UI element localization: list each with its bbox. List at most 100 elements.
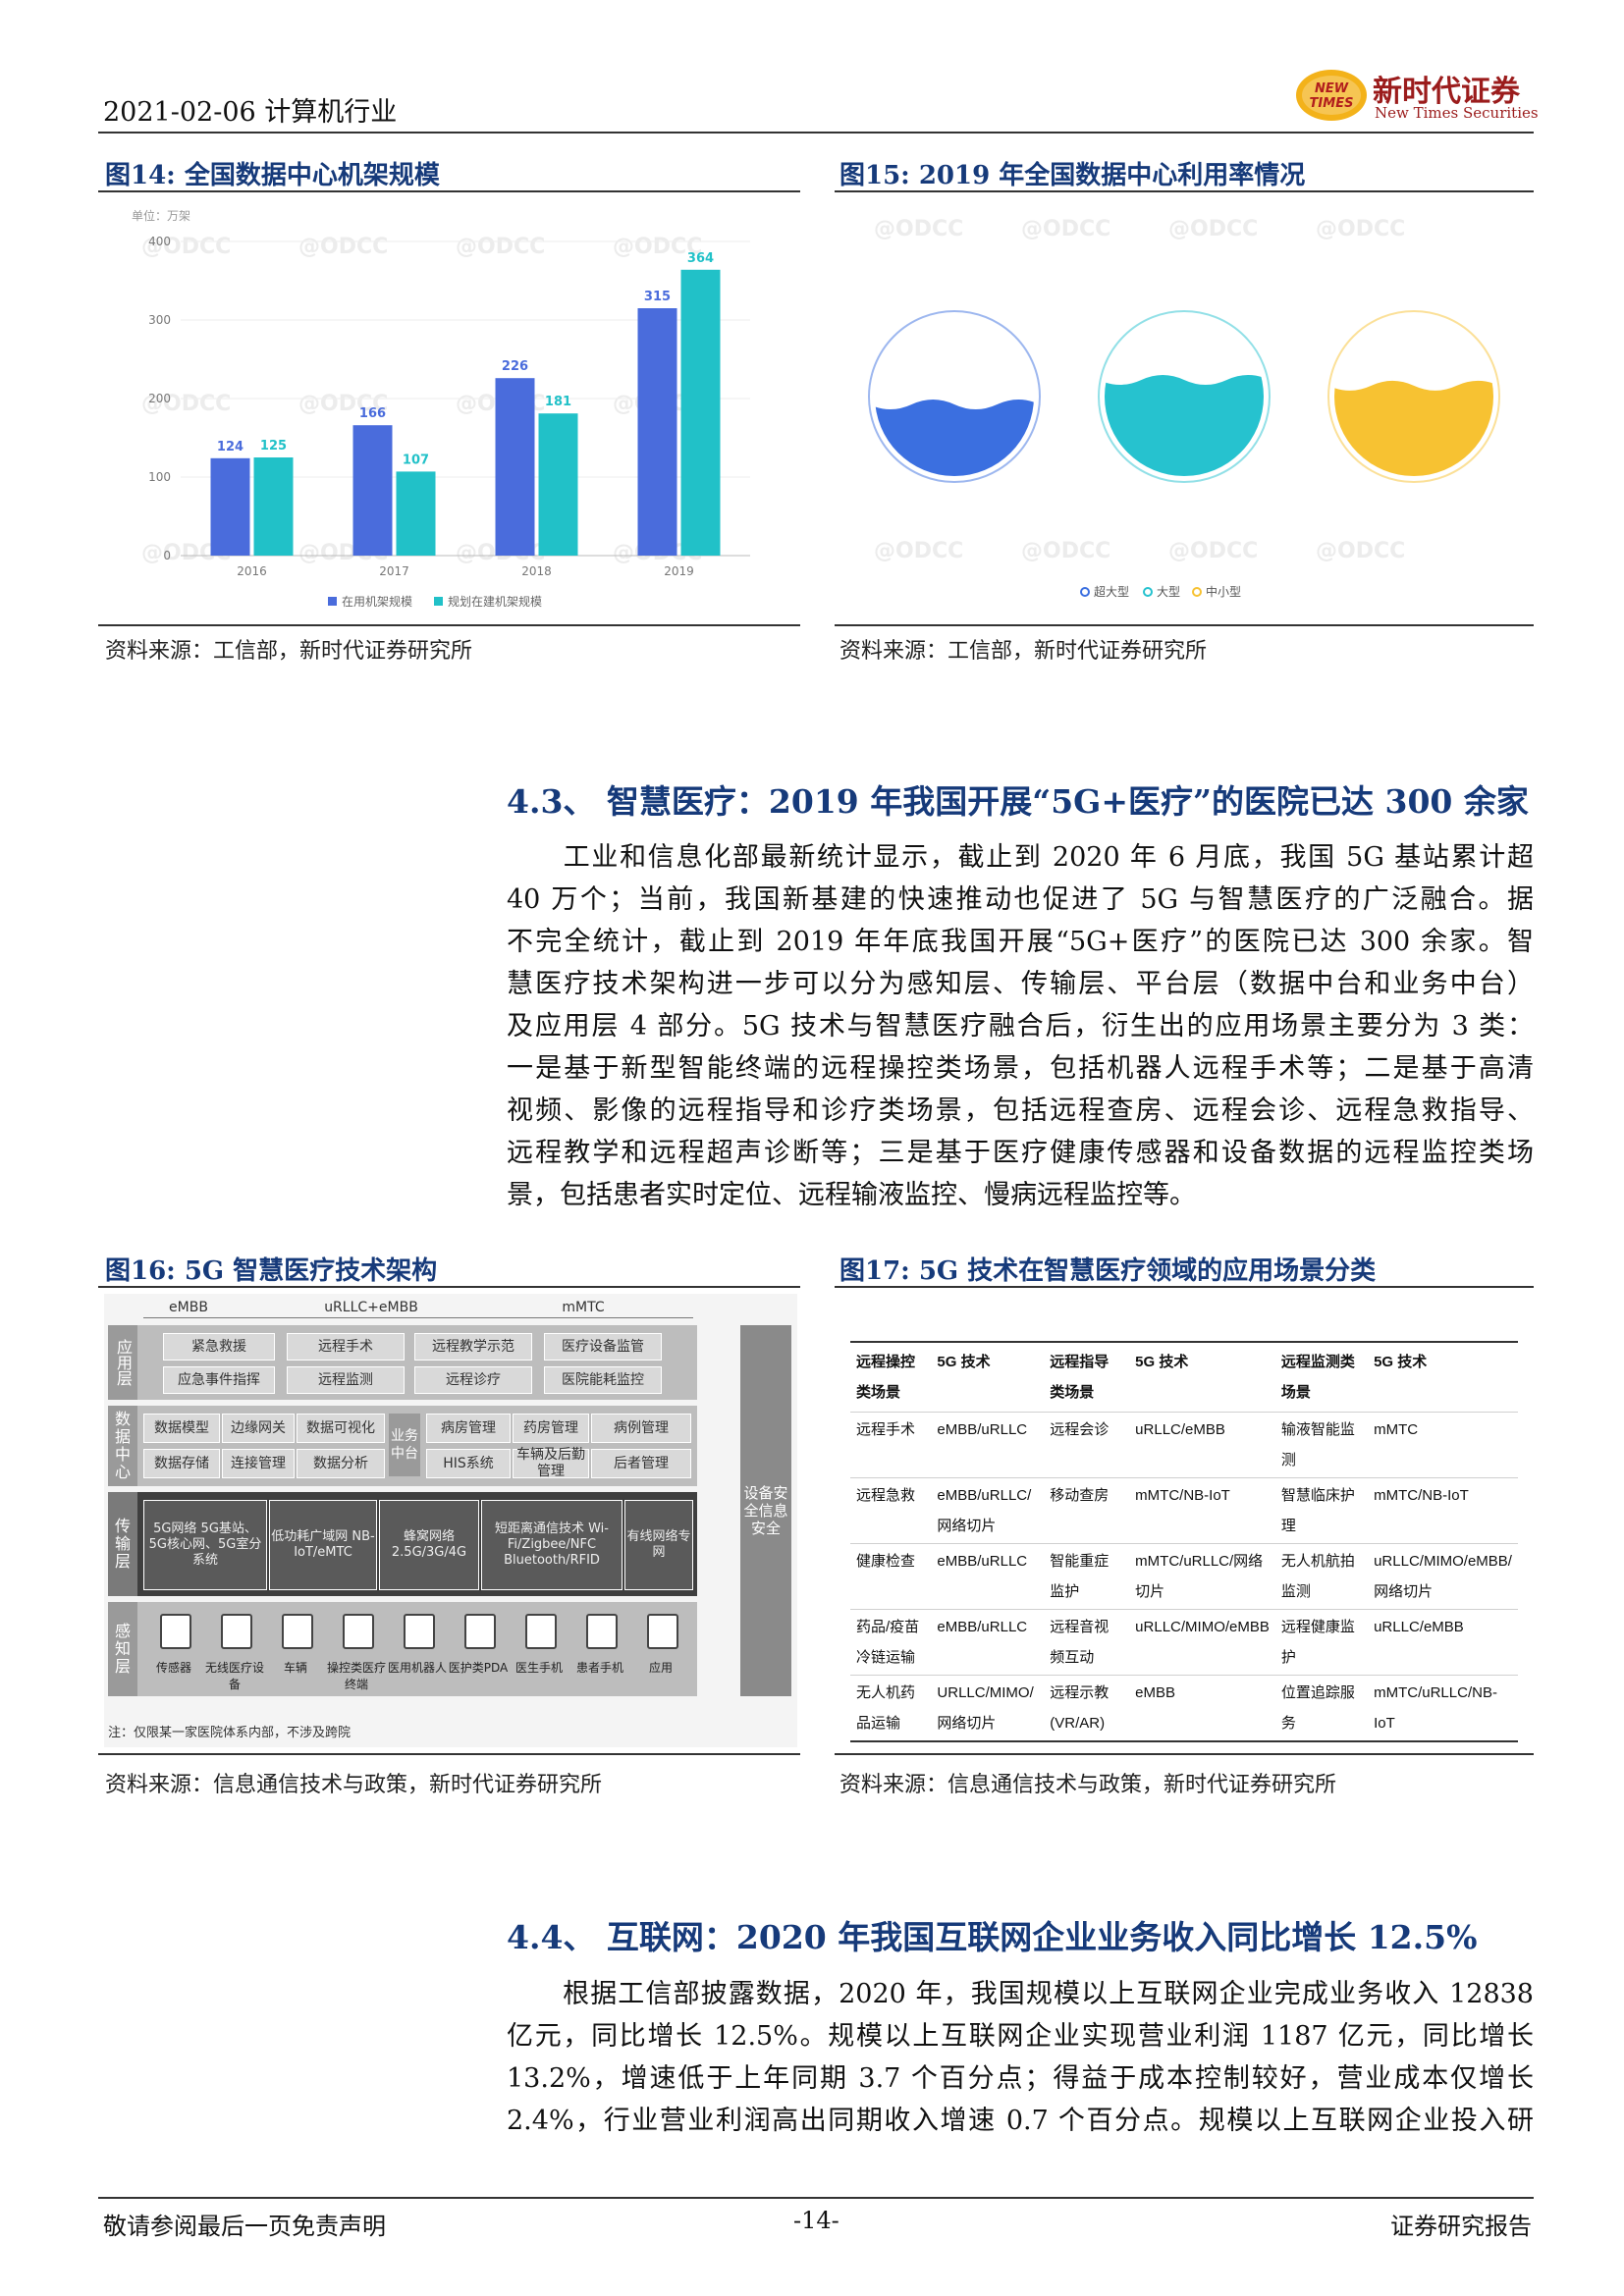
y-tick-label: 100: [148, 470, 171, 484]
section-4-4-title: 4.4、 互联网：2020 年我国互联网企业业务收入同比增长 12.5%: [507, 1918, 1478, 1956]
device-icon: [647, 1614, 678, 1649]
layer-perception: 感知层: [108, 1602, 137, 1696]
sec43-line: 景，包括患者实时定位、远程输液监控、慢病远程监控等。: [507, 1180, 1196, 1210]
dc-box: 数据分析: [297, 1449, 385, 1478]
table-cell: 远程健康监护: [1274, 1609, 1369, 1676]
table-row: 药品/疫苗冷链运输 eMBB/uRLLC 远程音视频互动 uRLLC/MIMO/eMB…: [850, 1609, 1518, 1676]
watermark-text: @ODCC: [141, 392, 231, 416]
table-cell: uRLLC/MIMO/eMBB: [1129, 1609, 1275, 1676]
device-label: 车辆: [283, 1661, 307, 1675]
section-4-3-title: 4.3、 智慧医疗：2019 年我国开展“5G+医疗”的医院已达 300 余家: [507, 782, 1529, 821]
sec43-line: 远程教学和远程超声诊断等；三是基于医疗健康传感器和设备数据的远程监控类场: [507, 1138, 1534, 1168]
app-box: 应急事件指挥: [163, 1366, 275, 1394]
watermark-text: @ODCC: [141, 235, 231, 259]
bar: [352, 425, 393, 556]
fig16-source: 资料来源：信息通信技术与政策，新时代证券研究所: [105, 1773, 603, 1797]
fig17-rule: [835, 1286, 1534, 1288]
table-header-cell: 5G 技术: [937, 1354, 991, 1370]
fig14-rule: [98, 190, 800, 192]
table-header-cell: 5G 技术: [1135, 1354, 1189, 1370]
x-tick-label: 2018: [521, 564, 552, 578]
app-box: 医院能耗监控: [544, 1366, 662, 1394]
sec44-line: 亿元，同比增长 12.5%。规模以上互联网企业实现营业利润 1187 亿元，同比…: [507, 2021, 1534, 2052]
device-icon: [160, 1614, 191, 1649]
bar: [680, 269, 721, 556]
sec43-line: 工业和信息化部最新统计显示，截止到 2020 年 6 月底，我国 5G 基站累计…: [562, 842, 1534, 873]
watermark-text: @ODCC: [1316, 217, 1405, 241]
watermark-text: @ODCC: [874, 539, 963, 563]
table-cell: 健康检查: [850, 1543, 932, 1610]
device-icon: [343, 1614, 374, 1649]
table-header-cell: 远程操控类场景: [856, 1354, 916, 1401]
header-date-industry: 2021-02-06 计算机行业: [103, 97, 398, 128]
device-label: 应用: [648, 1661, 673, 1675]
sec43-line: 一是基于新型智能终端的远程操控类场景，包括机器人远程手术等；二是基于高清: [507, 1053, 1534, 1084]
net-box-5g: 5G网络 5G基站、5G核心网、5G室分系统: [143, 1500, 267, 1590]
device-icon: [282, 1614, 313, 1649]
gauge-value-label: 56.4%: [1391, 369, 1435, 384]
app-box: 紧急救援: [163, 1333, 275, 1361]
fig16-title: 图16: 5G 智慧医疗技术架构: [105, 1256, 438, 1286]
table-cell: eMBB/uRLLC: [931, 1412, 1045, 1478]
watermark-text: @ODCC: [1168, 539, 1258, 563]
table-cell: 输液智能监测: [1274, 1412, 1369, 1478]
table-cell: eMBB/uRLLC/网络切片: [931, 1477, 1045, 1544]
legend-label: 超大型: [1094, 584, 1129, 599]
gauge-value-label: 45.4%: [932, 388, 976, 402]
fig17-table-wrap: 远程操控类场景 5G 技术 远程指导类场景 5G 技术 远程监测类场景 5G 技术 远程手…: [850, 1341, 1518, 1742]
device-icon: [586, 1614, 618, 1649]
gauge-fill: [1105, 374, 1264, 476]
watermark-text: @ODCC: [613, 235, 702, 259]
logo-chinese: 新时代证券: [1373, 75, 1520, 109]
device-label: 传感器: [155, 1661, 191, 1675]
table-cell: 智能重症监护: [1044, 1543, 1130, 1610]
bar-value-label: 125: [260, 439, 287, 454]
watermark-text: @ODCC: [874, 217, 963, 241]
device-icon: [221, 1614, 252, 1649]
bar-value-label: 124: [217, 440, 244, 454]
svg-text:NEW: NEW: [1315, 81, 1349, 96]
fig15-source: 资料来源：工信部，新时代证券研究所: [839, 639, 1208, 664]
table-row: 远程手术 eMBB/uRLLC 远程会诊 uRLLC/eMBB 输液智能监测 mMTC: [850, 1412, 1518, 1478]
watermark-text: @ODCC: [1316, 539, 1405, 563]
biz-box: 车辆及后勤管理: [513, 1447, 589, 1479]
table-cell: 药品/疫苗冷链运输: [850, 1609, 932, 1676]
legend-label: 中小型: [1206, 584, 1241, 599]
legend-label: 大型: [1157, 585, 1180, 599]
watermark-text: @ODCC: [1021, 217, 1110, 241]
x-tick-label: 2016: [237, 564, 267, 578]
footer-report-type: 证券研究报告: [1390, 2213, 1532, 2240]
biz-box: 后者管理: [591, 1449, 691, 1478]
table-cell: mMTC/NB-IoT: [1129, 1477, 1275, 1544]
security-column: 设备安全信息安全: [740, 1325, 791, 1696]
legend-swatch: [328, 597, 337, 606]
fig17-title: 图17: 5G 技术在智慧医疗领域的应用场景分类: [839, 1256, 1377, 1286]
col-urllc: uRLLC+eMBB: [324, 1300, 418, 1315]
layer-datacenter: 数据中心: [108, 1406, 137, 1486]
sec43-line: 40 万个；当前，我国新基建的快速推动也促进了 5G 与智慧医疗的广泛融合。据: [507, 884, 1534, 915]
watermark-text: @ODCC: [298, 235, 388, 259]
table-cell: mMTC/uRLLC/网络切片: [1129, 1543, 1275, 1610]
bar: [210, 457, 250, 556]
gauge-value-label: 59.8%: [1162, 363, 1206, 378]
fig15-utilization-chart: @ODCC @ODCC @ODCC @ODCC @ODCC @ODCC @ODCC @ODCC…: [868, 217, 1500, 599]
sec43-line: 不完全统计，截止到 2019 年年底我国开展“5G+医疗”的医院已达 300 余…: [507, 927, 1534, 957]
bar-value-label: 226: [502, 359, 528, 374]
table-header-cell: 远程监测类场景: [1280, 1354, 1355, 1401]
net-box-short-range: 短距离通信技术 Wi-Fi/Zigbee/NFC Bluetooth/RFID: [481, 1500, 623, 1590]
table-cell: 智慧临床护理: [1274, 1477, 1369, 1544]
dc-box: 边缘网关: [222, 1414, 295, 1443]
bar: [396, 471, 436, 556]
fig15-bottom-rule: [835, 624, 1534, 626]
table-cell: 移动查房: [1044, 1477, 1130, 1544]
legend-marker: [1192, 587, 1202, 597]
table-cell: 无人机药品运输: [850, 1675, 932, 1742]
bar-value-label: 364: [687, 251, 714, 266]
biz-box: 病例管理: [591, 1414, 691, 1443]
legend-label: 在用机架规模: [342, 594, 412, 609]
sec43-line: 视频、影像的远程指导和诊疗类场景，包括远程查房、远程会诊、远程急救指导、: [507, 1095, 1534, 1126]
device-label: 医护类PDA: [448, 1661, 509, 1675]
device-label: 患者手机: [575, 1661, 623, 1675]
table-cell: uRLLC/MIMO/eMBB/网络切片: [1368, 1543, 1518, 1610]
logo-english: New Times Securities: [1375, 104, 1539, 122]
